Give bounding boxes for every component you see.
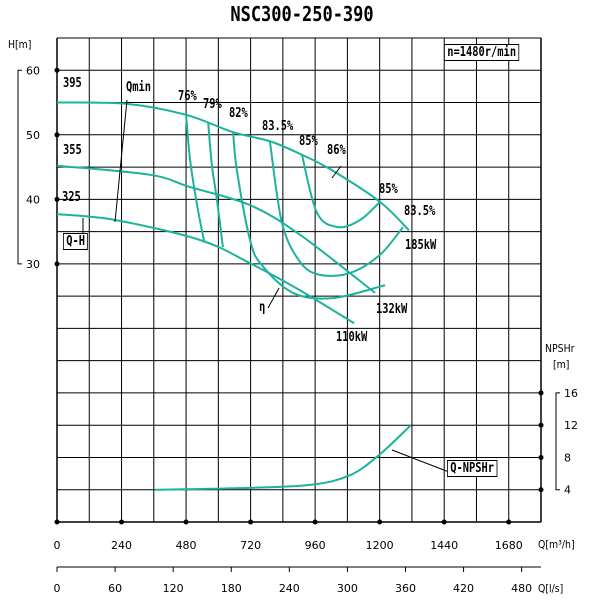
x-tick-dot xyxy=(54,519,60,525)
x-tick-dot xyxy=(248,519,254,525)
x-tick-label: 240 xyxy=(111,539,132,552)
curve-label-355: 355 xyxy=(63,143,82,158)
x-tick-dot xyxy=(506,519,512,525)
x2-axis-label: Q[l/s] xyxy=(538,582,564,595)
speed-label: n=1480r/min xyxy=(444,44,520,61)
npsh-curve xyxy=(154,424,412,491)
y2-tick-label: 12 xyxy=(564,419,578,432)
curve-label-325: 325 xyxy=(62,190,81,205)
x2-tick-label: 60 xyxy=(108,582,122,595)
chart-title: NSC300-250-390 xyxy=(230,2,374,26)
y-tick-label: 50 xyxy=(26,129,40,142)
y-tick-dot xyxy=(54,196,60,202)
eff-label-82: 82% xyxy=(229,106,248,121)
y-tick-dot xyxy=(54,132,60,138)
x-axis-label: Q[m³/h] xyxy=(538,538,575,551)
eff-label-86: 86% xyxy=(327,143,346,158)
y2-tick-label: 8 xyxy=(564,451,571,464)
efficiency-curve-82 xyxy=(232,132,386,300)
head-curve-395 xyxy=(56,101,410,232)
power-label-185kw: 185kW xyxy=(405,238,437,253)
efficiency-curve-76 xyxy=(185,114,206,242)
x-tick-label: 1200 xyxy=(366,539,394,552)
y-tick-label: 60 xyxy=(26,64,40,77)
x2-tick-label: 300 xyxy=(337,582,358,595)
y-tick-dot xyxy=(54,67,60,73)
x-tick-label: 960 xyxy=(305,539,326,552)
x2-tick-label: 120 xyxy=(163,582,184,595)
eff-label-85-right: 85% xyxy=(379,182,398,197)
power-label-110kw: 110kW xyxy=(336,330,368,345)
qh-label: Q-H xyxy=(63,233,89,250)
x-tick-dot xyxy=(377,519,383,525)
eff-label-83-5: 83.5% xyxy=(262,119,294,134)
y-axis-bracket xyxy=(17,69,22,265)
x-tick-label: 720 xyxy=(240,539,261,552)
y2-tick-dot xyxy=(538,422,544,428)
y2-tick-dot xyxy=(538,390,544,396)
qmin-leader xyxy=(114,99,128,223)
efficiency-curve-835 xyxy=(268,141,404,277)
eff-label-83-5-right: 83.5% xyxy=(404,204,436,219)
power-label-132kw: 132kW xyxy=(376,302,408,317)
y2-axis-bracket xyxy=(555,392,560,491)
eff-86-leader xyxy=(331,165,342,179)
x-tick-dot xyxy=(312,519,318,525)
eta-label: η xyxy=(259,300,266,315)
x-tick-dot xyxy=(441,519,447,525)
npsh-label: Q-NPSHr xyxy=(447,460,498,477)
efficiency-curve-79 xyxy=(207,121,224,248)
x-tick-label: 0 xyxy=(54,539,61,552)
y2-tick-dot xyxy=(538,487,544,493)
head-curve-325 xyxy=(56,213,355,325)
eta-leader xyxy=(267,287,280,309)
x2-tick-label: 360 xyxy=(395,582,416,595)
qmin-label: Qmin xyxy=(126,80,152,95)
y-tick-label: 30 xyxy=(26,258,40,271)
x2-tick-label: 0 xyxy=(54,582,61,595)
x2-tick-label: 180 xyxy=(221,582,242,595)
x-tick-label: 480 xyxy=(176,539,197,552)
y-axis-label: H[m] xyxy=(8,38,32,51)
x2-tick-label: 420 xyxy=(453,582,474,595)
x-tick-label: 1680 xyxy=(495,539,523,552)
eff-label-85: 85% xyxy=(299,134,318,149)
eff-label-76: 76% xyxy=(178,89,197,104)
efficiency-curve-85 xyxy=(300,154,381,229)
head-curve-355 xyxy=(56,164,376,294)
y-tick-dot xyxy=(54,261,60,267)
y2-tick-label: 16 xyxy=(564,387,578,400)
y-tick-label: 40 xyxy=(26,193,40,206)
x-tick-dot xyxy=(183,519,189,525)
y2-axis-unit: [m] xyxy=(553,358,570,371)
y2-axis-label: NPSHr xyxy=(545,342,575,355)
x-tick-dot xyxy=(119,519,125,525)
npsh-leader xyxy=(391,449,450,473)
x-tick-label: 1440 xyxy=(430,539,458,552)
curve-label-395: 395 xyxy=(63,76,82,91)
eff-label-79: 79% xyxy=(203,97,222,112)
y2-tick-dot xyxy=(538,454,544,460)
y2-tick-label: 4 xyxy=(564,484,571,497)
x2-tick-label: 240 xyxy=(279,582,300,595)
x2-tick-label: 480 xyxy=(511,582,532,595)
